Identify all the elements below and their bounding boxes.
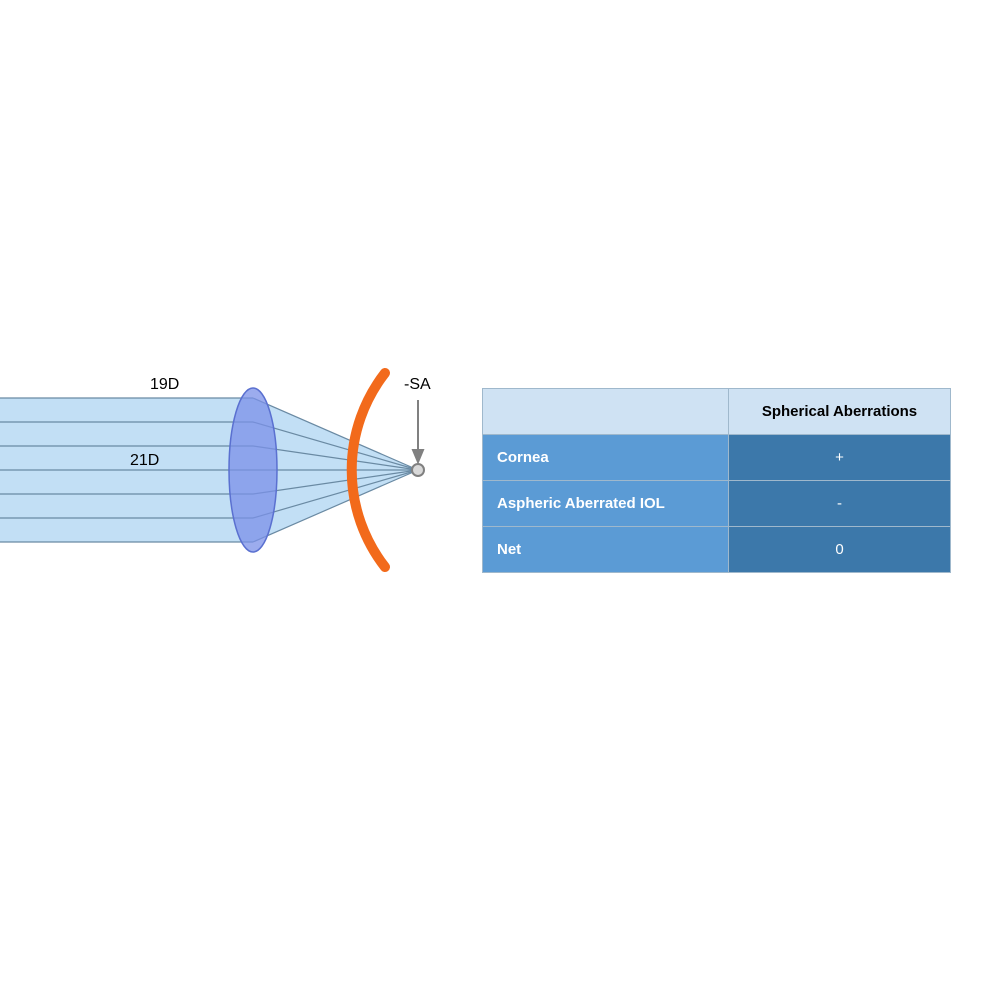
table-row: Aspheric Aberrated IOL - xyxy=(483,481,951,527)
table-row: Net 0 xyxy=(483,527,951,573)
lens-icon xyxy=(229,388,277,552)
table-row-label: Aspheric Aberrated IOL xyxy=(483,481,729,527)
table-header-col: Spherical Aberrations xyxy=(729,389,951,435)
power-label-mid: 21D xyxy=(130,452,159,470)
sa-annotation-label: -SA xyxy=(404,376,431,394)
table-row: Cornea + xyxy=(483,435,951,481)
figure-root: 19D 21D -SA Spherical Aberrations Cornea… xyxy=(0,0,1000,1000)
table-row-label: Net xyxy=(483,527,729,573)
table-header-empty xyxy=(483,389,729,435)
table-row-label: Cornea xyxy=(483,435,729,481)
aberration-table: Spherical Aberrations Cornea + Aspheric … xyxy=(482,388,951,573)
table-header-row: Spherical Aberrations xyxy=(483,389,951,435)
focal-point-icon xyxy=(412,464,424,476)
optics-diagram xyxy=(0,0,480,1000)
sa-arrow-icon xyxy=(413,400,423,462)
table-row-value: + xyxy=(729,435,951,481)
power-label-top: 19D xyxy=(150,376,179,394)
table-row-value: 0 xyxy=(729,527,951,573)
table-row-value: - xyxy=(729,481,951,527)
